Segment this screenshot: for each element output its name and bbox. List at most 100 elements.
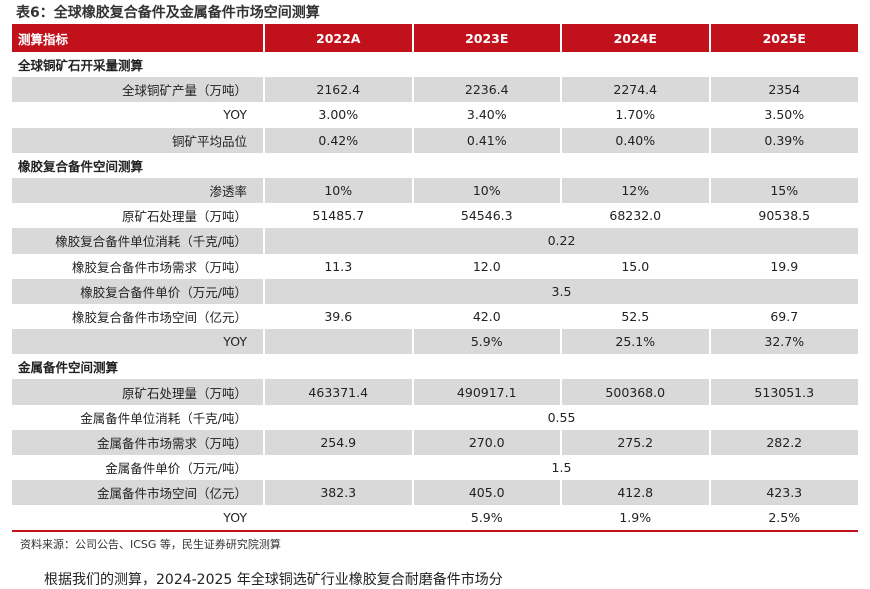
value-cell: 3.50% [764,107,805,123]
table-title: 表6：全球橡胶复合备件及金属备件市场空间测算 [16,5,320,21]
table-row: 原矿石处理量（万吨） 51485.7 54546.3 68232.0 90538.5 [12,203,858,229]
value-cell: 10% [264,177,414,204]
value-cell: 1.70% [561,102,711,128]
value-cell: 3.00% [264,102,414,128]
value-cell: 52.5 [561,303,711,330]
value-cell: 51485.7 [264,203,414,229]
value-cell: 5.9% [412,329,562,355]
header-cell-2022a: 2022A [264,24,414,52]
value-cell: 42.0 [412,303,562,330]
row-label: 铜矿平均品位 [12,127,265,153]
section-title: 全球铜矿石开采量测算 [12,52,858,78]
row-label: YOY [12,102,265,128]
value-cell: 382.3 [264,480,414,506]
row-label: 金属备件单价（万元/吨） [12,455,265,481]
body-paragraph: 根据我们的测算，2024-2025 年全球铜选矿行业橡胶复合耐磨备件市场分 [44,572,503,588]
value-cell: 0.40% [561,127,711,153]
value-cell: 2354 [709,77,858,103]
table-row: YOY 5.9% 25.1% 32.7% [12,329,858,355]
header-cell-metric: 测算指标 [12,24,265,52]
merged-value-cell: 0.55 [547,409,576,425]
table-row: YOY 5.9% 1.9% 2.5% [12,505,858,532]
header-cell-2025e: 2025E [709,24,858,52]
value-cell: 0.42% [264,127,414,153]
value-cell: 2236.4 [412,77,562,103]
table-row: 橡胶复合备件市场空间（亿元） 39.6 42.0 52.5 69.7 [12,303,858,330]
value-cell: 270.0 [412,429,562,455]
value-cell: 5.9% [412,505,562,532]
source-note: 资料来源：公司公告、ICSG 等，民生证券研究院测算 [20,538,281,551]
market-size-table: 测算指标 2022A 2023E 2024E 2025E 全球铜矿石开采量测算全… [12,24,858,532]
row-label: YOY [12,505,265,532]
value-cell: 90538.5 [758,208,811,224]
value-cell [264,329,414,355]
section-header-row: 全球铜矿石开采量测算 [12,52,858,78]
section-title: 金属备件空间测算 [12,354,858,380]
table-row: 渗透率 10% 10% 12% 15% [12,177,858,204]
value-cell: 10% [412,177,562,204]
row-label: 原矿石处理量（万吨） [12,379,265,405]
table-row: 橡胶复合备件单价（万元/吨） 3.5 [12,278,858,304]
value-cell: 15% [709,177,858,204]
header-cell-2023e: 2023E [412,24,562,52]
table-row: 金属备件市场需求（万吨） 254.9 270.0 275.2 282.2 [12,429,858,455]
value-cell: 254.9 [264,429,414,455]
value-cell: 490917.1 [412,379,562,405]
value-cell: 0.41% [412,127,562,153]
row-label: 金属备件市场空间（亿元） [12,480,265,506]
row-label: 橡胶复合备件单位消耗（千克/吨） [12,228,265,254]
row-label: 金属备件市场需求（万吨） [12,429,265,455]
value-cell: 405.0 [412,480,562,506]
value-cell: 2.5% [709,505,858,532]
row-label: 橡胶复合备件单价（万元/吨） [12,278,265,304]
value-cell: 500368.0 [561,379,711,405]
row-label: 渗透率 [12,177,265,204]
value-cell: 12% [561,177,711,204]
section-header-row: 橡胶复合备件空间测算 [12,152,858,178]
table-row: 橡胶复合备件市场需求（万吨） 11.3 12.0 15.0 19.9 [12,253,858,279]
merged-value-cell: 1.5 [551,460,572,476]
value-cell: 0.39% [709,127,858,153]
value-cell: 39.6 [264,303,414,330]
section-header-row: 金属备件空间测算 [12,354,858,380]
value-cell: 12.0 [412,253,562,279]
value-cell: 275.2 [561,429,711,455]
value-cell: 68232.0 [561,203,711,229]
value-cell: 25.1% [561,329,711,355]
table-row: 全球铜矿产量（万吨） 2162.4 2236.4 2274.4 2354 [12,77,858,103]
table-row: 金属备件单位消耗（千克/吨） 0.55 [12,404,858,430]
value-cell: 15.0 [561,253,711,279]
value-cell: 2274.4 [561,77,711,103]
value-cell: 32.7% [709,329,858,355]
merged-value-cell: 0.22 [264,228,858,254]
table-row: YOY 3.00% 3.40% 1.70% 3.50% [12,102,858,128]
header-cell-2024e: 2024E [561,24,711,52]
value-cell: 54546.3 [412,203,562,229]
value-cell: 11.3 [264,253,414,279]
table-row: 金属备件单价（万元/吨） 1.5 [12,455,858,481]
value-cell: 1.9% [561,505,711,532]
value-cell: 2162.4 [264,77,414,103]
row-label: 橡胶复合备件市场需求（万吨） [12,253,265,279]
table-row: 橡胶复合备件单位消耗（千克/吨） 0.22 [12,228,858,254]
table-row: 金属备件市场空间（亿元） 382.3 405.0 412.8 423.3 [12,480,858,506]
row-label: 金属备件单位消耗（千克/吨） [12,404,265,430]
table-row: 原矿石处理量（万吨） 463371.4 490917.1 500368.0 513051… [12,379,858,405]
value-cell: 19.9 [770,258,799,274]
value-cell: 69.7 [770,308,799,324]
table-row: 铜矿平均品位 0.42% 0.41% 0.40% 0.39% [12,127,858,153]
value-cell: 282.2 [709,429,858,455]
value-cell: 463371.4 [264,379,414,405]
value-cell [264,505,414,532]
row-label: 橡胶复合备件市场空间（亿元） [12,303,265,330]
section-title: 橡胶复合备件空间测算 [12,152,858,178]
value-cell: 3.40% [412,102,562,128]
table-header-row: 测算指标 2022A 2023E 2024E 2025E [12,24,858,52]
row-label: 全球铜矿产量（万吨） [12,77,265,103]
value-cell: 513051.3 [709,379,858,405]
table-body: 全球铜矿石开采量测算 全球铜矿产量（万吨） 2162.4 2236.4 2274.4 23… [12,52,858,532]
merged-value-cell: 3.5 [264,278,858,304]
row-label: YOY [12,329,265,355]
value-cell: 412.8 [561,480,711,506]
row-label: 原矿石处理量（万吨） [12,203,265,229]
